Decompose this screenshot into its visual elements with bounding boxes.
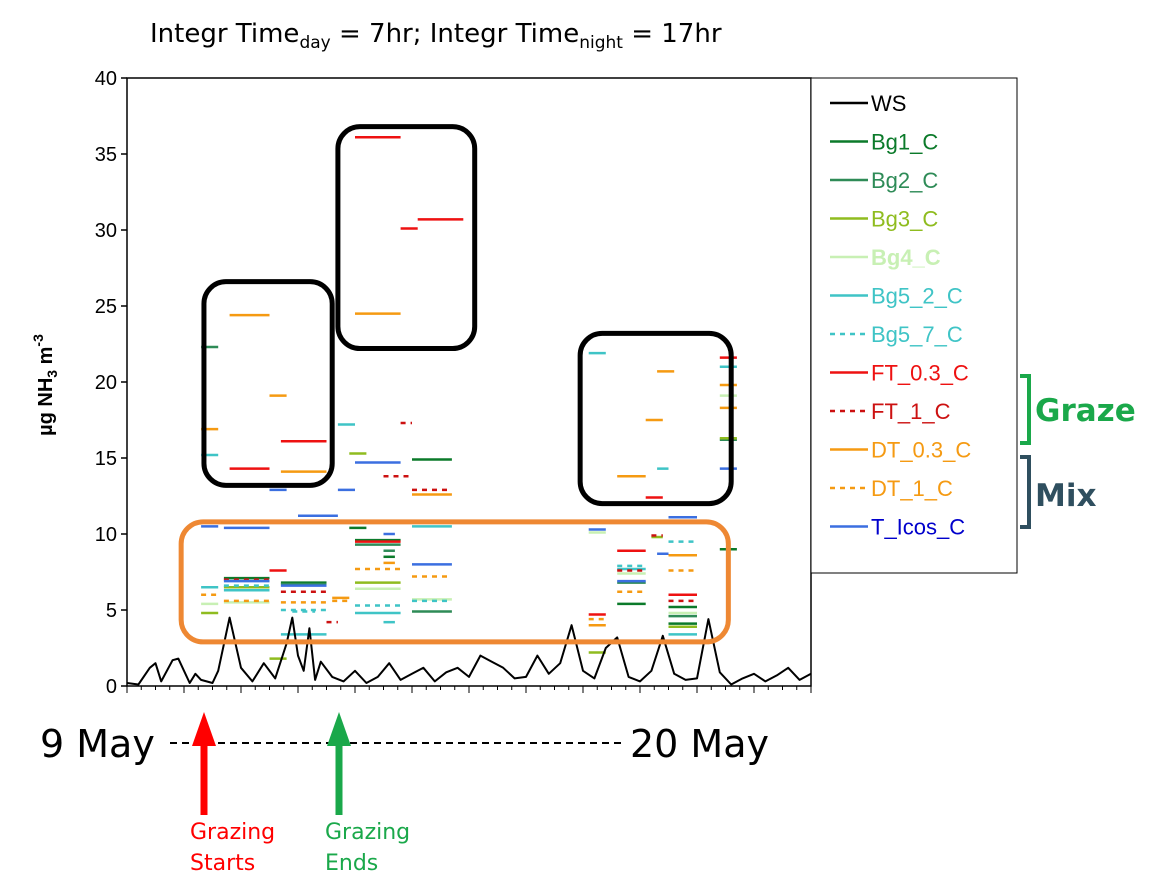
y-tick-label: 5 [106, 600, 117, 622]
end-date-label: 20 May [630, 722, 769, 766]
y-axis-label: µg NH3 m-3 [30, 334, 60, 436]
legend: WS Bg1_C Bg2_C Bg3_C Bg4_C Bg5_2_C Bg5_7_C FT_0… [810, 77, 1018, 574]
arrow-grazing-ends: Grazing Ends [325, 712, 410, 876]
grazing-ends-line1: Grazing [325, 820, 410, 845]
y-tick-label: 10 [95, 524, 117, 546]
legend-label: Bg5_7_C [871, 322, 963, 347]
y-tick-label: 20 [95, 372, 117, 394]
group-graze: Graze [1020, 374, 1136, 445]
highlight-box-4 [178, 519, 731, 645]
highlight-box-1 [201, 279, 335, 488]
mix-label: Mix [1035, 478, 1096, 514]
x-axis [126, 686, 812, 693]
graze-label: Graze [1035, 393, 1136, 429]
y-tick-label: 35 [95, 144, 117, 166]
y-axis: 0 5 10 15 20 25 30 35 40 [95, 68, 127, 698]
arrow-grazing-starts: Grazing Starts [190, 712, 275, 876]
legend-label: Bg2_C [871, 168, 938, 193]
legend-label: FT_1_C [871, 399, 951, 424]
data-segments [201, 136, 737, 660]
grazing-ends-line2: Ends [325, 851, 378, 876]
legend-label: T_Icos_C [871, 515, 965, 540]
start-date-label: 9 May [40, 722, 155, 766]
mix-bracket [1020, 455, 1031, 529]
legend-label: Bg3_C [871, 207, 938, 232]
legend-label: FT_0.3_C [871, 361, 969, 386]
arrow-start-head [192, 712, 216, 746]
plot-area [126, 77, 812, 687]
y-tick-label: 40 [95, 68, 117, 90]
legend-box [810, 77, 1018, 574]
legend-label: WS [871, 91, 906, 116]
y-tick-label: 0 [106, 676, 117, 698]
highlight-box-3 [577, 330, 734, 507]
highlight-boxes [178, 124, 734, 645]
legend-label: Bg5_2_C [871, 284, 963, 309]
y-tick-label: 25 [95, 296, 117, 318]
legend-label: DT_1_C [871, 476, 953, 501]
chart-title: Integr Timeday = 7hr; Integr Timenight =… [150, 19, 722, 53]
legend-label: Bg1_C [871, 130, 938, 155]
grazing-starts-line2: Starts [190, 851, 255, 876]
ws-line [126, 616, 812, 686]
grazing-starts-line1: Grazing [190, 820, 275, 845]
highlight-box-2 [335, 124, 478, 352]
arrow-end-head [327, 712, 351, 746]
y-tick-label: 30 [95, 220, 117, 242]
group-mix: Mix [1020, 455, 1096, 529]
ws-series [126, 616, 812, 686]
legend-label: DT_0.3_C [871, 438, 971, 463]
graze-bracket [1020, 374, 1031, 445]
y-tick-label: 15 [95, 448, 117, 470]
legend-label: Bg4_C [871, 245, 941, 270]
